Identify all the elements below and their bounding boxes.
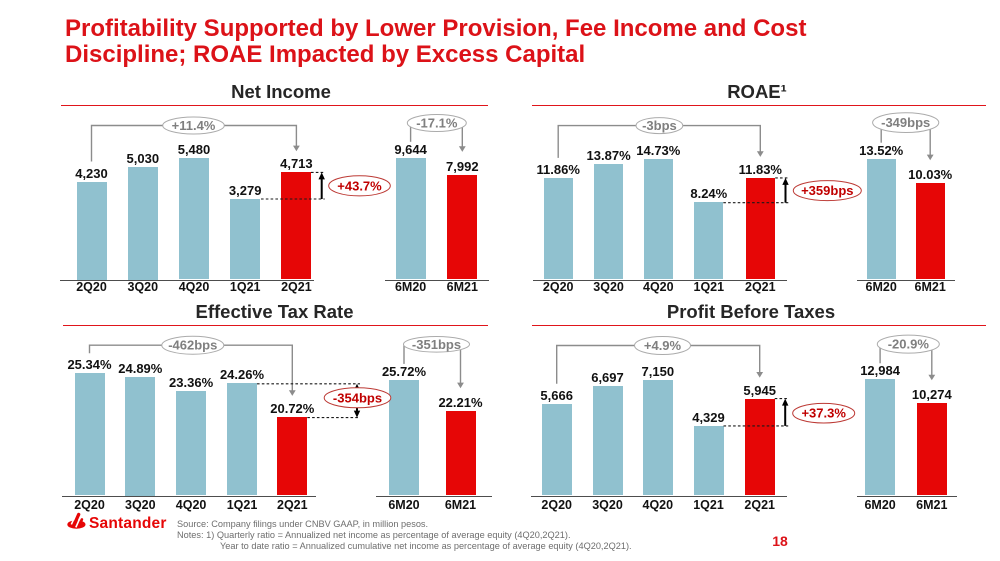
- svg-text:-349bps: -349bps: [881, 115, 930, 130]
- svg-text:-462bps: -462bps: [168, 338, 217, 353]
- svg-text:-354bps: -354bps: [333, 390, 382, 405]
- svg-text:-20.9%: -20.9%: [888, 337, 930, 352]
- svg-text:+11.4%: +11.4%: [172, 118, 216, 133]
- svg-text:+4.9%: +4.9%: [644, 338, 682, 353]
- svg-text:-3bps: -3bps: [642, 118, 677, 133]
- svg-text:+359bps: +359bps: [801, 183, 853, 198]
- svg-text:+37.3%: +37.3%: [801, 406, 846, 421]
- svg-text:-17.1%: -17.1%: [416, 116, 458, 131]
- svg-text:+43.7%: +43.7%: [337, 178, 382, 193]
- svg-text:-351bps: -351bps: [412, 337, 461, 352]
